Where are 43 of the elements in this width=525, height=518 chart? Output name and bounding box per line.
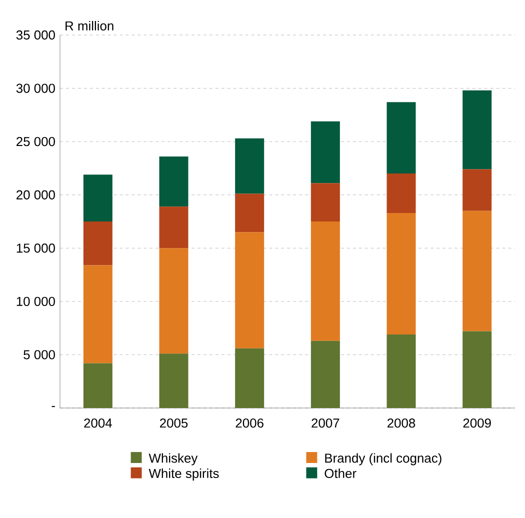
bar <box>386 174 416 213</box>
bar <box>310 183 340 222</box>
x-tick-label: 2009 <box>463 418 491 428</box>
bar <box>159 156 188 207</box>
x-tick-label: 2008 <box>388 418 416 428</box>
y-tick-label: - <box>52 406 55 408</box>
y-tick-label: 10 000 <box>16 296 55 306</box>
bar <box>462 169 492 211</box>
x-tick-label: 2006 <box>236 418 264 428</box>
bar <box>386 212 416 334</box>
y-tick-label: 30 000 <box>16 84 55 93</box>
bar <box>462 90 492 170</box>
y-tick-label: 25 000 <box>16 136 55 146</box>
bar <box>310 121 340 184</box>
legend-label: Whiskey <box>148 453 198 466</box>
x-tick-label: 2004 <box>84 418 112 428</box>
bar <box>310 222 340 341</box>
bar <box>235 348 264 408</box>
bar <box>159 354 188 408</box>
bar <box>235 194 264 232</box>
y-tick-label: 35 000 <box>16 30 55 40</box>
bar <box>235 138 264 194</box>
legend-label: White spirits <box>148 468 219 481</box>
y-tick-label: 15 000 <box>16 244 55 253</box>
bar <box>235 232 264 348</box>
bar <box>159 206 188 248</box>
bar <box>83 363 112 408</box>
bar <box>310 340 340 408</box>
y-tick-label: 20 000 <box>16 190 55 200</box>
bar <box>159 248 188 354</box>
bar <box>386 334 416 408</box>
legend-label: Other <box>324 468 356 478</box>
bar <box>462 331 492 408</box>
bar <box>462 210 492 332</box>
x-tick-label: 2005 <box>160 418 188 428</box>
bar <box>83 174 112 222</box>
bar <box>386 102 416 174</box>
x-tick-label: 2007 <box>312 418 340 428</box>
legend-label: Brandy (incl cognac) <box>325 453 442 466</box>
bar <box>83 265 112 364</box>
y-axis-title: R million <box>66 20 114 30</box>
y-tick-label: 5 000 <box>24 350 55 360</box>
bar <box>83 222 112 266</box>
